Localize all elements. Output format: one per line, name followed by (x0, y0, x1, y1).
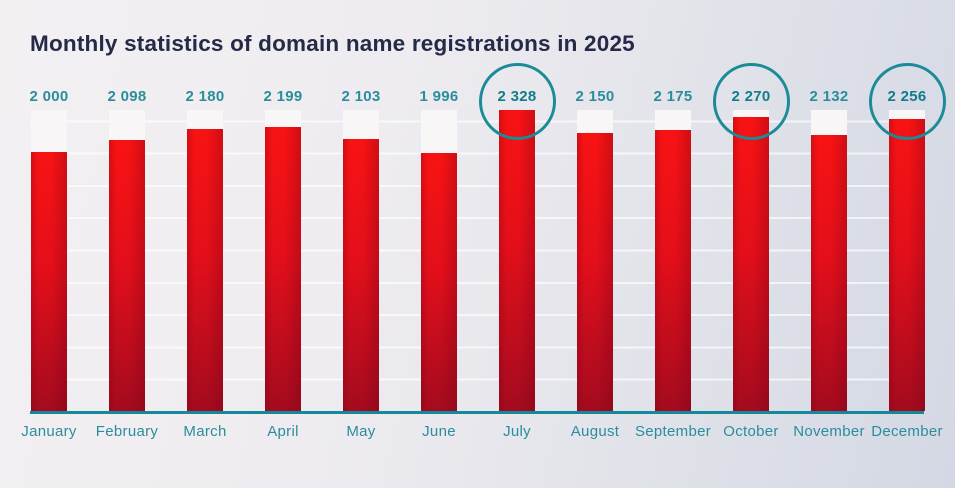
bar-july (499, 110, 535, 411)
highlight-circle-december (868, 63, 946, 140)
month-label-may: May (346, 423, 376, 440)
value-label-june: 1 996 (419, 88, 459, 105)
value-label-october: 2 270 (731, 88, 771, 105)
value-label-november: 2 132 (809, 88, 849, 105)
bar-january (31, 152, 67, 411)
bar-september (655, 130, 691, 411)
month-label-september: September (634, 423, 712, 440)
bar-october (733, 117, 769, 411)
value-label-april: 2 199 (263, 88, 303, 105)
month-label-august: August (570, 423, 620, 440)
month-label-october: October (723, 423, 779, 440)
bar-november (811, 135, 847, 411)
chart-title: Monthly statistics of domain name regist… (30, 31, 635, 56)
month-label-june: June (422, 423, 456, 440)
value-label-december: 2 256 (887, 88, 927, 105)
value-label-august: 2 150 (575, 88, 615, 105)
highlight-circle-october (712, 63, 790, 140)
value-label-may: 2 103 (341, 88, 381, 105)
value-label-february: 2 098 (107, 88, 147, 105)
month-label-january: January (21, 423, 77, 440)
value-label-january: 2 000 (29, 88, 69, 105)
month-label-december: December (871, 423, 943, 440)
bar-december (889, 119, 925, 411)
bar-august (577, 133, 613, 411)
bar-june (421, 153, 457, 411)
gridlines (30, 110, 925, 411)
month-label-march: March (183, 423, 227, 440)
bar-may (343, 139, 379, 411)
value-label-march: 2 180 (185, 88, 225, 105)
value-label-september: 2 175 (653, 88, 693, 105)
value-label-july: 2 328 (497, 88, 537, 105)
bar-march (187, 129, 223, 411)
x-axis-line (30, 411, 924, 414)
bar-february (109, 140, 145, 411)
month-label-july: July (503, 423, 531, 440)
month-label-april: April (267, 423, 299, 440)
bar-april (265, 127, 301, 411)
month-label-february: February (95, 423, 159, 440)
month-label-november: November (793, 423, 865, 440)
highlight-circle-july (478, 63, 556, 140)
